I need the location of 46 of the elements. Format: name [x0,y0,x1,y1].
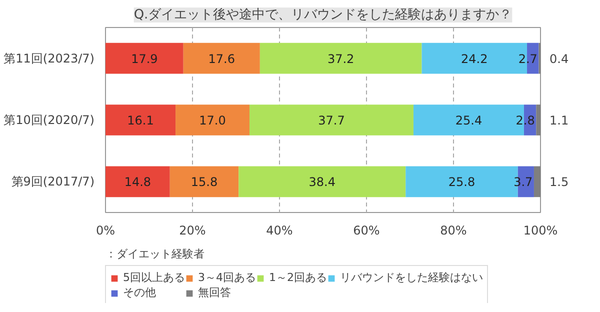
data-label: 16.1 [127,114,154,128]
data-label: 2.8 [516,114,535,128]
data-label: 17.0 [199,114,226,128]
data-label: 1.5 [550,175,569,190]
bar [170,166,239,198]
bar [106,42,184,74]
data-label: 25.4 [455,114,482,128]
data-label: 38.4 [308,175,336,190]
x-tick-label: 0% [96,224,116,238]
data-label: 2.7 [518,52,538,66]
data-label: 15.8 [190,175,218,190]
data-label: 17.9 [131,52,158,66]
legend-label: その他 [123,285,156,300]
data-label: 25.8 [448,175,476,190]
data-label: 37.2 [327,52,354,66]
bar [536,104,540,136]
y-tick-label: 第11回(2023/7) [4,51,95,66]
x-tick-label: 80% [440,224,467,238]
x-tick-label: 40% [266,224,293,238]
data-label: 24.2 [461,52,488,66]
text: ：ダイエット経験者 [106,248,204,260]
data-label: 1.1 [550,114,569,128]
x-tick-label: 100% [523,224,558,238]
legend-label: 5回以上ある [123,270,185,285]
y-tick-label: 第10回(2020/7) [4,113,95,127]
chart-title: Q.ダイエット後や途中で、リバウンドをした経験はありますか？ [134,8,512,22]
bar [176,104,250,136]
bar [238,166,406,198]
legend-label: 1～2回ある [269,270,327,285]
data-label: 14.8 [124,175,152,190]
legend-label: リバウンドをした経験はない [340,270,483,285]
bar [260,42,422,74]
data-label: 17.6 [208,52,236,66]
legend-label: 3～4回ある [198,270,256,285]
bar [106,104,176,136]
y-tick-label: 第9回(2017/7) [11,174,95,189]
legend-label: 無回答 [198,285,231,300]
bar [534,166,540,198]
data-label: 3.7 [514,175,533,190]
bar [183,42,260,74]
data-label: 0.4 [550,52,569,66]
bar [106,166,170,198]
x-tick-label: 20% [179,224,206,238]
x-tick-label: 60% [353,224,380,238]
data-label: 37.7 [318,114,345,128]
bar [249,104,414,136]
